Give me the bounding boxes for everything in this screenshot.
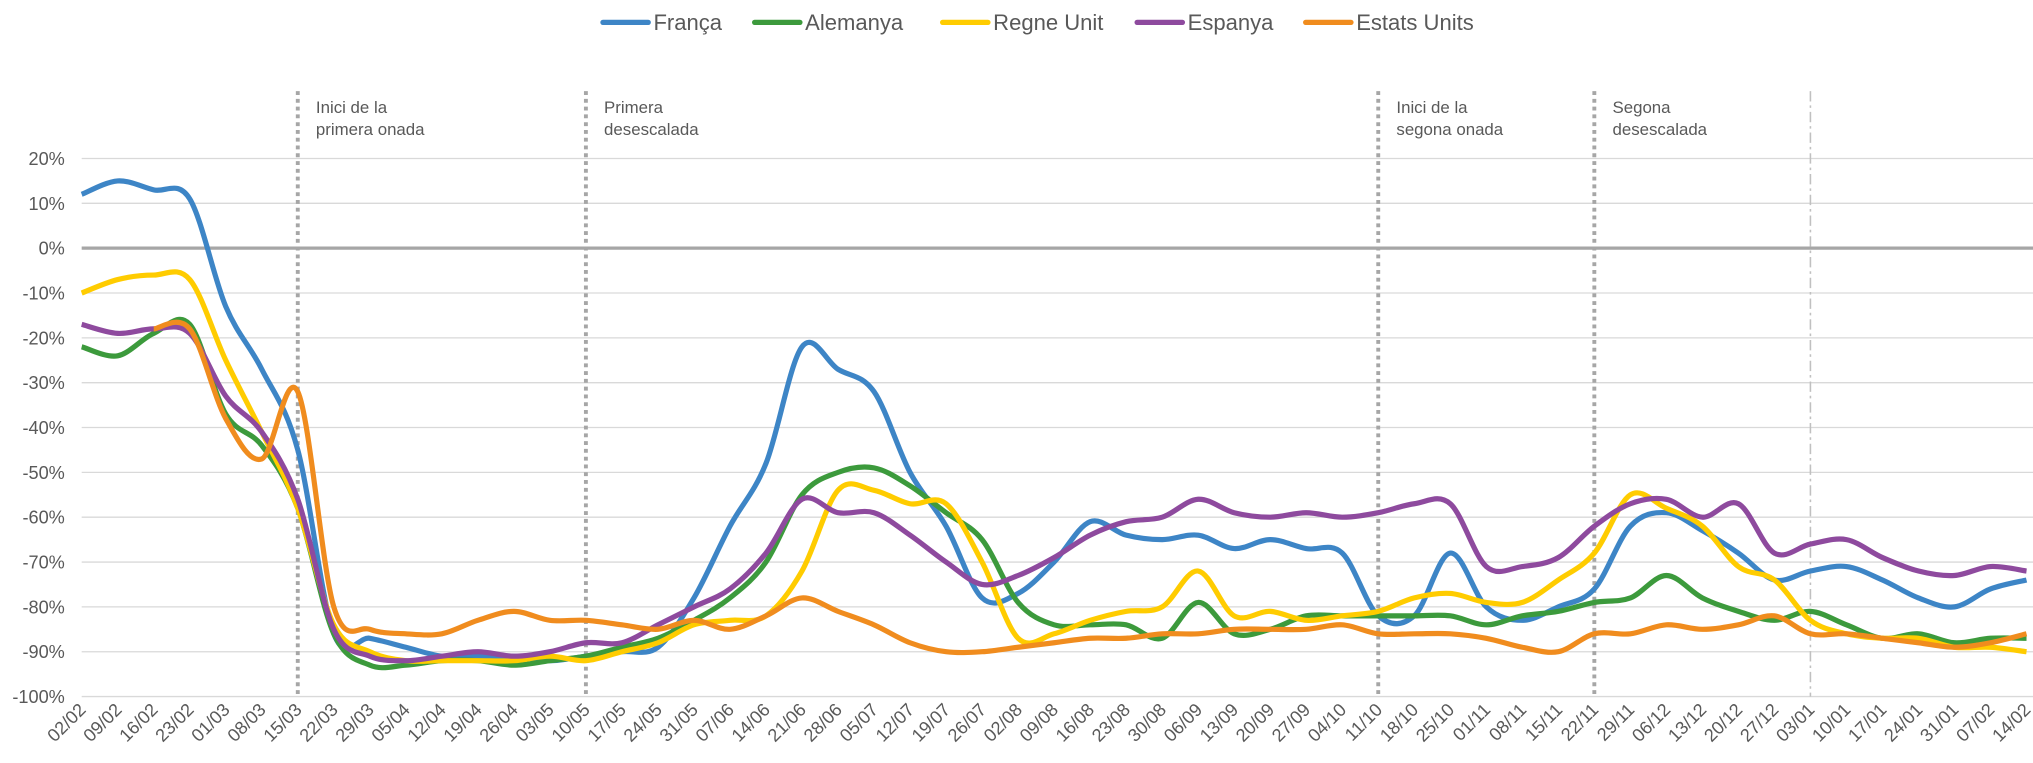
x-tick-label: 20/09 (1232, 700, 1278, 746)
annotation: desescalada (1612, 120, 1707, 139)
y-tick-label: -70% (22, 553, 64, 573)
x-tick-label: 31/05 (656, 700, 702, 746)
y-tick-label: -80% (22, 597, 64, 617)
x-tick-label: 19/07 (908, 700, 954, 746)
y-tick-label: -30% (22, 373, 64, 393)
y-tick-label: -10% (22, 283, 64, 303)
x-tick-label: 12/04 (404, 700, 450, 746)
x-tick-label: 01/03 (188, 700, 234, 746)
x-tick-label: 24/01 (1880, 700, 1926, 746)
x-tick-label: 11/10 (1341, 700, 1386, 745)
series-line (80, 178, 2028, 664)
x-tick-label: 15/11 (1521, 700, 1566, 745)
x-tick-label: 08/03 (224, 700, 270, 746)
x-tick-label: 08/11 (1485, 700, 1530, 745)
x-tick-label: 14/02 (1988, 700, 2033, 746)
x-tick-label: 22/03 (296, 700, 342, 746)
x-tick-label: 05/07 (836, 700, 882, 746)
x-tick-label: 30/08 (1124, 700, 1170, 746)
x-tick-label: 26/07 (944, 700, 990, 746)
x-tick-label: 14/06 (728, 700, 774, 746)
x-tick-label: 28/06 (800, 700, 846, 746)
y-tick-label: 0% (39, 239, 65, 259)
y-tick-label: -20% (22, 328, 64, 348)
x-tick-label: 01/11 (1449, 700, 1494, 745)
x-tick-label: 19/04 (440, 700, 486, 746)
legend-label: Estats Units (1356, 10, 1474, 35)
x-tick-label: 13/09 (1196, 700, 1242, 746)
x-tick-label: 07/06 (692, 700, 738, 746)
x-tick-label: 27/12 (1736, 700, 1782, 746)
y-tick-label: 20% (29, 149, 65, 169)
series-line (80, 321, 2027, 664)
y-tick-label: -100% (12, 687, 64, 707)
annotation: segona onada (1396, 120, 1503, 139)
legend-label: Alemanya (805, 10, 904, 35)
x-tick-label: 07/02 (1952, 700, 1998, 746)
x-tick-label: 10/05 (548, 700, 594, 746)
x-tick-label: 03/01 (1772, 700, 1818, 746)
x-tick-label: 21/06 (764, 700, 810, 746)
x-tick-label: 27/09 (1268, 700, 1314, 746)
annotation: Inici de la (316, 98, 388, 117)
x-tick-label: 12/07 (872, 700, 918, 746)
series-line (80, 269, 2027, 664)
legend-label: Espanya (1188, 10, 1274, 35)
x-tick-label: 23/08 (1088, 700, 1134, 746)
x-tick-label: 09/08 (1016, 700, 1062, 746)
x-tick-label: 13/12 (1664, 700, 1710, 746)
x-tick-label: 04/10 (1304, 700, 1350, 746)
x-tick-label: 25/10 (1412, 700, 1458, 746)
x-tick-label: 18/10 (1376, 700, 1422, 746)
y-tick-label: -50% (22, 463, 64, 483)
x-tick-label: 20/12 (1700, 700, 1746, 746)
x-tick-label: 02/08 (980, 700, 1026, 746)
series-line (80, 316, 2027, 671)
x-tick-label: 31/01 (1916, 700, 1962, 746)
x-tick-label: 29/11 (1593, 700, 1638, 745)
x-tick-label: 17/05 (584, 700, 630, 746)
x-tick-label: 23/02 (151, 700, 197, 746)
annotation: Primera (604, 98, 664, 117)
x-tick-label: 06/12 (1628, 700, 1674, 746)
legend-label: França (653, 10, 722, 35)
y-tick-label: -90% (22, 642, 64, 662)
annotation: Segona (1612, 98, 1671, 117)
y-tick-label: -40% (22, 418, 64, 438)
x-tick-label: 16/02 (115, 700, 161, 746)
x-tick-label: 05/04 (368, 700, 414, 746)
y-tick-label: 10% (29, 194, 65, 214)
annotation: Inici de la (1396, 98, 1468, 117)
x-tick-label: 06/09 (1160, 700, 1206, 746)
x-tick-label: 09/02 (79, 700, 125, 746)
x-tick-label: 24/05 (620, 700, 666, 746)
x-tick-label: 29/03 (332, 700, 378, 746)
annotation: desescalada (604, 120, 699, 139)
annotation: primera onada (316, 120, 425, 139)
y-tick-label: -60% (22, 508, 64, 528)
x-tick-label: 10/01 (1808, 700, 1854, 746)
series-line (153, 319, 2028, 656)
x-tick-label: 15/03 (260, 700, 306, 746)
x-tick-label: 26/04 (476, 700, 522, 746)
x-tick-label: 22/11 (1557, 700, 1602, 745)
x-tick-label: 16/08 (1052, 700, 1098, 746)
x-tick-label: 03/05 (512, 700, 558, 746)
x-tick-label: 17/01 (1844, 700, 1890, 746)
legend-label: Regne Unit (993, 10, 1103, 35)
